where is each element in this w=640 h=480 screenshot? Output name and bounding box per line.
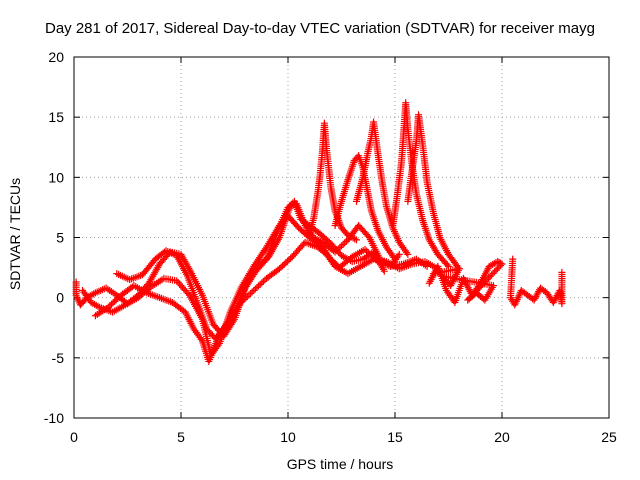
y-tick-label: 10 — [48, 169, 64, 185]
y-tick-label: 0 — [56, 290, 64, 306]
y-axis-label: SDTVAR / TECUs — [7, 177, 23, 291]
data-point — [282, 259, 290, 267]
series-tail-20-23h — [507, 255, 566, 309]
x-tick-label: 20 — [494, 429, 510, 445]
data-point — [232, 307, 240, 315]
data-point — [486, 273, 494, 281]
series-peak-16.1h — [404, 111, 463, 273]
y-tick-label: -10 — [44, 410, 64, 426]
data-point — [495, 263, 503, 271]
data-point — [114, 294, 122, 302]
plot-frame — [73, 56, 610, 419]
data-point — [242, 294, 250, 302]
series-peak-15.5h — [389, 99, 452, 270]
data-point — [256, 280, 264, 288]
data-point — [280, 260, 288, 268]
data-point — [336, 243, 344, 251]
data-point — [352, 236, 360, 244]
data-point — [243, 292, 251, 300]
grid-lines — [74, 57, 609, 418]
data-point — [338, 242, 345, 250]
data-point — [197, 335, 205, 343]
data-point — [485, 274, 493, 282]
data-point — [351, 235, 359, 243]
data-point — [283, 257, 291, 265]
data-point — [331, 248, 339, 256]
data-point — [277, 263, 285, 271]
data-point — [488, 271, 496, 279]
x-tick-label: 0 — [70, 429, 78, 445]
data-markers — [72, 99, 566, 365]
data-point — [390, 253, 398, 261]
data-point — [341, 239, 349, 247]
data-point — [558, 268, 566, 276]
data-point — [258, 279, 266, 287]
data-point — [395, 250, 403, 258]
tick-labels: 0 5 10 15 20 25 -10 -5 0 5 10 15 20 — [44, 49, 617, 445]
data-point — [380, 267, 388, 275]
data-point — [112, 296, 120, 304]
data-point — [106, 302, 114, 310]
data-point — [104, 303, 112, 311]
data-point — [275, 265, 283, 273]
data-point — [107, 300, 115, 308]
data-point — [494, 265, 502, 273]
data-point — [248, 288, 256, 296]
data-point — [491, 268, 499, 276]
data-point — [404, 250, 412, 258]
y-tick-label: 20 — [48, 49, 64, 65]
data-point — [287, 254, 295, 262]
data-point — [255, 282, 263, 290]
data-point — [259, 277, 267, 285]
data-point — [497, 262, 505, 270]
data-point — [285, 256, 293, 264]
series-peak-11.7h — [305, 119, 360, 244]
data-point — [339, 240, 347, 248]
data-point — [391, 255, 399, 263]
data-point — [245, 291, 253, 299]
chart-title: Day 281 of 2017, Sidereal Day-to-day VTE… — [45, 20, 595, 37]
data-point — [251, 285, 259, 293]
data-point — [111, 297, 119, 305]
data-point — [492, 266, 500, 274]
data-point — [334, 245, 342, 253]
data-point — [286, 202, 294, 210]
data-point — [289, 201, 297, 209]
data-point — [247, 289, 255, 297]
data-point — [366, 250, 374, 258]
x-tick-label: 25 — [601, 429, 617, 445]
x-tick-label: 5 — [177, 429, 185, 445]
data-point — [498, 260, 506, 268]
series-track-4 — [113, 200, 431, 343]
data-point — [333, 246, 341, 254]
data-point — [364, 249, 372, 257]
data-point — [443, 261, 451, 269]
axes-frame — [73, 56, 610, 419]
data-point — [361, 246, 369, 254]
x-tick-label: 15 — [387, 429, 403, 445]
x-axis-label: GPS time / hours — [286, 456, 394, 472]
y-tick-label: 15 — [48, 109, 64, 125]
data-point — [363, 247, 371, 255]
data-point — [403, 249, 411, 257]
x-tick-label: 10 — [280, 429, 296, 445]
y-tick-label: -5 — [52, 350, 65, 366]
data-point — [489, 269, 497, 277]
data-point — [109, 299, 117, 307]
data-point — [279, 262, 287, 270]
data-point — [423, 262, 431, 270]
data-point — [253, 283, 261, 291]
data-point — [94, 302, 102, 310]
y-tick-label: 5 — [56, 230, 64, 246]
series-tail-17-20h — [425, 258, 506, 306]
data-point — [250, 286, 258, 294]
data-point — [430, 270, 438, 278]
data-point — [476, 284, 484, 292]
